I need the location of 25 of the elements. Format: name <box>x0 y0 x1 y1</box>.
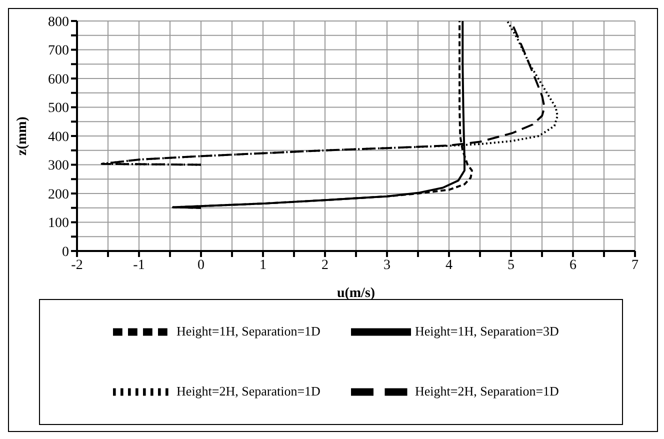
y-axis-title: z(mm) <box>14 116 30 156</box>
y-tick-label: 100 <box>48 216 69 232</box>
x-tick-label: 3 <box>384 258 390 273</box>
x-tick-label: 6 <box>570 258 576 273</box>
legend-label: Height=1H, Separation=3D <box>415 324 559 339</box>
y-tick-label: 400 <box>48 130 69 145</box>
y-tick-label: 700 <box>48 44 69 59</box>
legend-label: Height=1H, Separation=1D <box>176 324 320 339</box>
y-tick-label: 200 <box>48 187 69 202</box>
y-tick-label: 0 <box>62 244 69 260</box>
x-tick-label: -1 <box>133 258 145 273</box>
x-tick-label: 4 <box>446 258 452 273</box>
y-tick-label: 500 <box>48 101 69 116</box>
x-tick-label: -2 <box>71 258 83 273</box>
y-tick-label: 300 <box>48 158 69 174</box>
x-tick-label: 2 <box>322 258 328 273</box>
y-tick-label: 800 <box>48 14 69 30</box>
y-tick-label: 600 <box>48 72 69 88</box>
x-axis-title: u(m/s) <box>336 286 376 301</box>
x-tick-label: 0 <box>198 258 204 273</box>
x-tick-label: 7 <box>632 258 638 273</box>
legend-label: Height=2H, Separation=1D <box>176 384 320 399</box>
x-tick-label: 1 <box>260 258 266 273</box>
x-tick-label: 5 <box>508 258 514 273</box>
legend-label: Height=2H, Separation=1D <box>415 384 559 399</box>
